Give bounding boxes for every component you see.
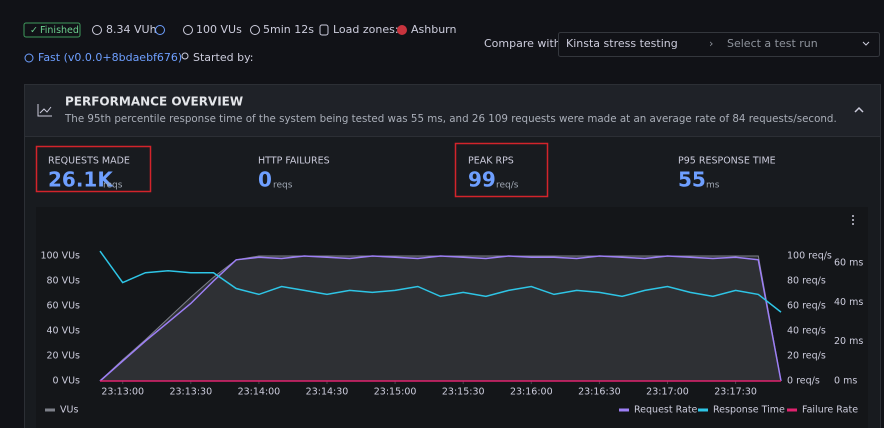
metric-label: PEAK RPS xyxy=(468,156,514,167)
y-tick-label: 80 req/s xyxy=(787,276,826,287)
status-badge xyxy=(23,22,81,38)
icon xyxy=(183,25,193,35)
x-tick-label: 23:16:00 xyxy=(510,387,553,398)
compare-label: Compare with xyxy=(484,37,561,50)
y-tick-label: 60 ms xyxy=(834,257,863,268)
x-tick-label: 23:13:30 xyxy=(169,387,212,398)
started-by: Started by: xyxy=(193,51,254,64)
vuh: 8.34 VUh xyxy=(106,23,157,36)
series-line xyxy=(99,255,782,382)
vus: 100 VUs xyxy=(196,23,242,36)
separator: › xyxy=(709,37,713,50)
legend-label: Request Rate xyxy=(634,405,698,416)
collapse[interactable] xyxy=(854,106,864,113)
metric-label: HTTP FAILURES xyxy=(258,156,330,167)
panel-description: The 95th percentile response time of the… xyxy=(64,113,837,125)
icon xyxy=(24,53,34,63)
x-tick-label: 23:14:00 xyxy=(238,387,281,398)
legend-label: Response Time xyxy=(713,405,785,416)
y-tick-label: 40 VUs xyxy=(46,326,80,337)
x-tick-label: 23:15:30 xyxy=(442,387,485,398)
compare-select[interactable] xyxy=(558,32,880,57)
y-tick-label: 0 req/s xyxy=(787,376,820,387)
x-tick-label: 23:13:00 xyxy=(101,387,144,398)
icon xyxy=(92,25,102,35)
highlight xyxy=(35,145,152,193)
x-tick-label: 23:17:00 xyxy=(646,387,689,398)
y-tick-label: 100 req/s xyxy=(787,251,832,262)
status: Finished xyxy=(40,25,79,36)
panel-icon xyxy=(37,104,52,117)
panel-title: PERFORMANCE OVERVIEW xyxy=(65,95,243,109)
y-tick-label: 60 req/s xyxy=(787,301,826,312)
icon xyxy=(319,24,329,36)
flag xyxy=(397,25,407,35)
series-line xyxy=(99,250,782,313)
y-tick-label: 40 req/s xyxy=(787,326,826,337)
y-tick-label: 0 ms xyxy=(834,376,857,387)
y-tick-label: 20 req/s xyxy=(787,351,826,362)
metric-unit: reqs xyxy=(103,181,123,191)
info-icon[interactable] xyxy=(155,25,165,35)
metric-value: 99 xyxy=(468,168,496,192)
highlight xyxy=(454,142,549,198)
x-tick-label: 23:15:00 xyxy=(374,387,417,398)
chevron xyxy=(862,41,870,46)
legend-label: VUs xyxy=(60,405,78,416)
y-tick-label: 40 ms xyxy=(834,297,863,308)
metric-unit: reqs xyxy=(273,181,293,191)
metric-value: 26.1K xyxy=(48,168,114,192)
check: ✓ xyxy=(30,25,38,36)
metric-value: 55 xyxy=(678,168,706,192)
metric-unit: req/s xyxy=(496,181,519,191)
icon xyxy=(181,52,189,60)
panel-header xyxy=(25,85,880,136)
duration: 5min 12s xyxy=(263,23,314,36)
x-tick-label: 23:16:30 xyxy=(578,387,621,398)
area xyxy=(100,256,781,381)
metric-unit: ms xyxy=(706,181,720,191)
select-placeholder[interactable]: Select a test run xyxy=(727,37,818,50)
y-tick-label: 0 VUs xyxy=(53,376,81,387)
load-zones-label: Load zones: xyxy=(333,23,399,36)
metric-label: REQUESTS MADE xyxy=(48,156,130,167)
legend-label: Failure Rate xyxy=(802,405,858,416)
metric-value: 0 xyxy=(258,168,272,192)
load-zone: Ashburn xyxy=(411,23,457,36)
selected-test[interactable]: Kinsta stress testing xyxy=(566,37,678,50)
menu[interactable] xyxy=(852,215,854,225)
y-tick-label: 100 VUs xyxy=(40,251,80,262)
y-tick-label: 20 VUs xyxy=(46,351,80,362)
y-tick-label: 20 ms xyxy=(834,336,863,347)
y-tick-label: 80 VUs xyxy=(46,276,80,287)
chart: 0 VUs 20 VUs 40 VUs 60 VUs 80 VUs 100 VUs 0 re… xyxy=(40,251,863,416)
x-tick-label: 23:17:30 xyxy=(714,387,757,398)
metric-label: P95 RESPONSE TIME xyxy=(678,156,776,167)
icon xyxy=(250,25,260,35)
x-tick-label: 23:14:30 xyxy=(306,387,349,398)
y-tick-label: 60 VUs xyxy=(46,301,80,312)
version-link[interactable]: Fast (v0.0.0+8bdaebf676) xyxy=(38,51,182,64)
